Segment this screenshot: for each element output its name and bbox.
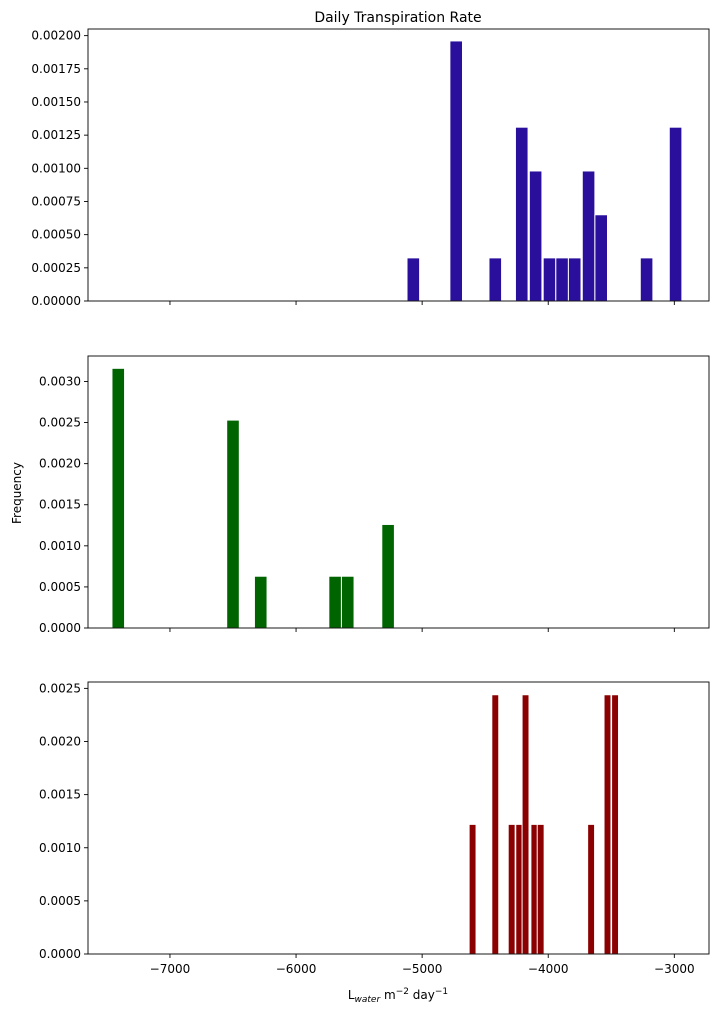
histogram-bar (639, 257, 654, 302)
histogram-bar (536, 823, 545, 955)
x-tick-label: −7000 (150, 962, 191, 976)
x-tick-label: −3000 (654, 962, 695, 976)
histogram-bar (226, 419, 240, 629)
y-tick-label: 0.00100 (31, 161, 81, 175)
histogram-bar (449, 40, 463, 302)
x-axis-label-unit-m: m (380, 988, 396, 1002)
y-tick-label: 0.00050 (31, 228, 81, 242)
histogram-bar (406, 257, 421, 302)
histogram-bar (528, 170, 543, 302)
y-tick-label: 0.0020 (39, 735, 81, 749)
y-tick-label: 0.00175 (31, 62, 81, 76)
y-tick-label: 0.0025 (39, 681, 81, 695)
y-tick-label: 0.0020 (39, 457, 81, 471)
x-tick-label: −6000 (276, 962, 317, 976)
x-axis-label-main: L (348, 988, 355, 1002)
axes-frame (87, 28, 710, 302)
histogram-bar (521, 694, 530, 955)
y-tick-label: 0.0010 (39, 841, 81, 855)
y-tick-label: 0.0005 (39, 580, 81, 594)
axes-frame (87, 355, 710, 629)
histogram-bar (555, 257, 569, 302)
x-axis-label-subscript: water (355, 995, 382, 1005)
y-tick-label: 0.0030 (39, 374, 81, 388)
histogram-bar (611, 694, 620, 955)
y-tick-label: 0.00000 (31, 294, 81, 308)
y-tick-label: 0.00150 (31, 95, 81, 109)
histogram-bar (488, 257, 503, 302)
histogram-bar (594, 214, 609, 302)
y-tick-label: 0.00075 (31, 194, 81, 208)
y-tick-label: 0.0005 (39, 894, 81, 908)
histogram-bar (542, 257, 557, 302)
histogram-bar (668, 126, 683, 302)
y-tick-label: 0.0025 (39, 416, 81, 430)
y-tick-label: 0.00025 (31, 261, 81, 275)
y-tick-label: 0.0015 (39, 498, 81, 512)
histogram-bar (468, 823, 477, 955)
chart-title: Daily Transpiration Rate (314, 10, 481, 26)
x-axis-label: Lwater m−2 day−1 (348, 987, 448, 1005)
histogram-bar (567, 257, 582, 302)
x-axis-label-exp-day: −1 (435, 987, 448, 997)
histogram-bar (491, 694, 500, 955)
x-tick-label: −5000 (402, 962, 443, 976)
histogram-bar (514, 126, 529, 302)
y-tick-label: 0.00125 (31, 128, 81, 142)
x-axis-label-unit-day: day (409, 988, 435, 1002)
histogram-bar (603, 694, 612, 955)
axes-frame (87, 681, 710, 955)
y-tick-label: 0.0000 (39, 621, 81, 635)
panel-middle: 0.0000 0.0005 0.0010 0.0015 0.0020 0.0025 0.00… (39, 355, 710, 635)
histogram-bar (111, 367, 126, 629)
y-tick-label: 0.0010 (39, 539, 81, 553)
histogram-bar (581, 170, 596, 302)
y-tick-label: 0.0015 (39, 788, 81, 802)
y-tick-label: 0.00200 (31, 29, 81, 43)
y-tick-label: 0.0000 (39, 947, 81, 961)
panel-bottom: 0.0000 0.0005 0.0010 0.0015 0.0020 0.0025 −700… (39, 681, 710, 976)
y-axis-label: Frequency (10, 462, 24, 524)
x-tick-label: −4000 (528, 962, 569, 976)
histogram-bar (253, 575, 268, 629)
histogram-bar (587, 823, 596, 955)
histogram-bar (340, 575, 355, 629)
panel-top: 0.00000 0.00025 0.00050 0.00075 0.00100 0.001… (31, 28, 710, 308)
x-axis-label-exp-m: −2 (396, 987, 409, 997)
histogram-bar (381, 523, 395, 629)
histogram-bar (507, 823, 516, 955)
histogram-bar (328, 575, 342, 629)
